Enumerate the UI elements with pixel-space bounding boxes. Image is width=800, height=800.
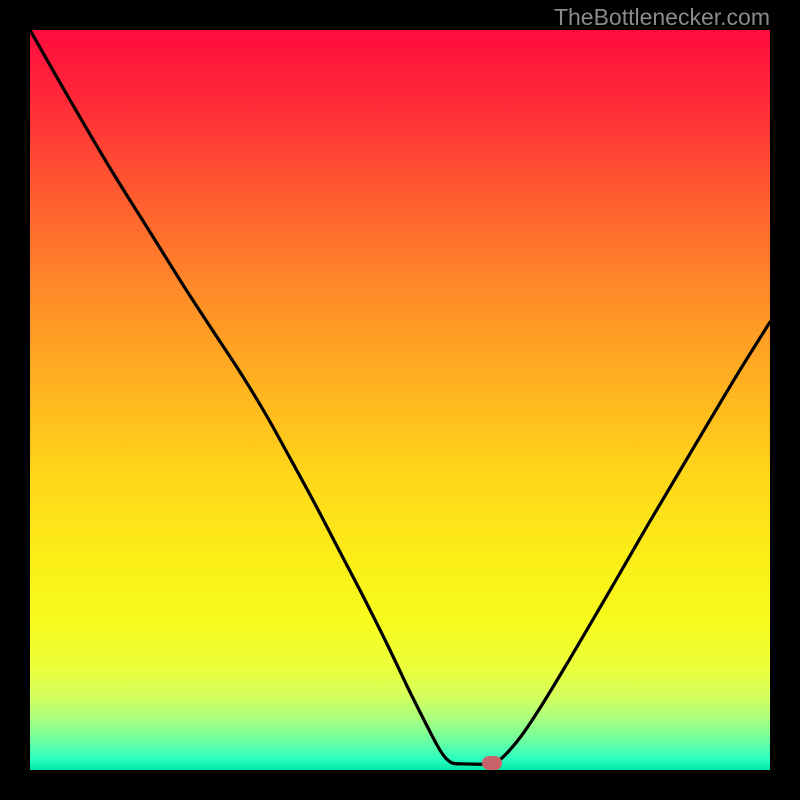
optimal-marker <box>482 756 502 770</box>
curve-layer <box>30 30 770 770</box>
watermark-text: TheBottlenecker.com <box>554 4 770 31</box>
bottleneck-curve <box>30 30 770 764</box>
plot-area <box>30 30 770 770</box>
chart-container: TheBottlenecker.com <box>0 0 800 800</box>
